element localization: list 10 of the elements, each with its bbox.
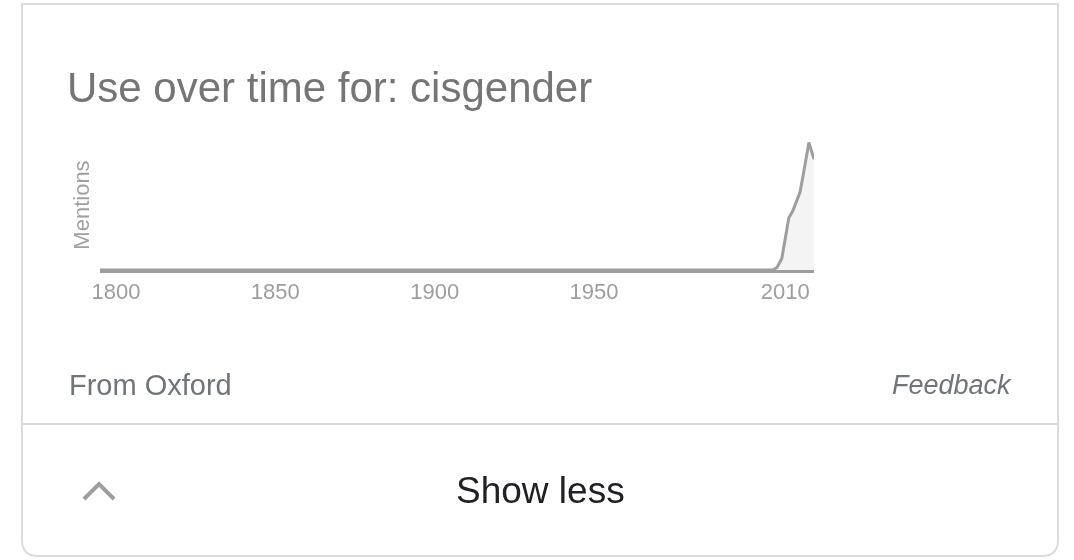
x-tick-label: 1850 [250,279,300,305]
x-tick-label: 1900 [410,279,460,305]
text: Feedback [892,370,1013,400]
chart-title: Use over time for: cisgender [67,63,593,111]
y-axis-title: Mentions [68,160,94,250]
x-tick-label: 1950 [569,279,619,305]
text: Show less [456,470,625,511]
text: From Oxford [69,369,232,401]
x-tick-label: 1800 [91,279,141,305]
x-tick-label: 2010 [760,279,810,305]
